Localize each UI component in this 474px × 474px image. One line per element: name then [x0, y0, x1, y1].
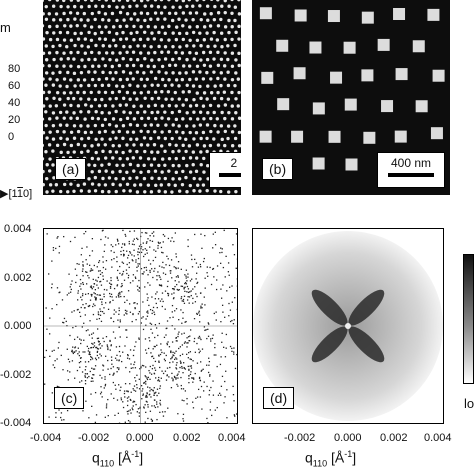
scale-bar-line — [388, 173, 434, 177]
x-axis-label-d: q110 [Å-1] — [305, 449, 357, 469]
x-tick: 0.004 — [424, 432, 452, 444]
y-tick: 0.004 — [4, 223, 32, 235]
scale-bar-a: 2 µm — [209, 152, 241, 188]
x-tick: 0.002 — [380, 432, 408, 444]
y-tick: -0.004 — [0, 417, 32, 429]
colorbar-label: lo — [464, 396, 474, 411]
colorbar — [463, 254, 474, 384]
scale-bar-line — [219, 173, 241, 177]
panel-b-afm-image: (b) 400 nm — [252, 0, 450, 195]
x-tick: 0.000 — [126, 432, 154, 444]
x-tick: 0.000 — [334, 432, 362, 444]
panel-c-label: (c) — [54, 387, 85, 409]
crystal-direction: ▶[110] — [0, 188, 33, 200]
x-tick: -0.002 — [78, 432, 110, 444]
scale-bar-b: 400 nm — [377, 152, 445, 188]
panel-c-scattering-map: (c) — [43, 228, 238, 424]
margin-tick: 80 — [8, 63, 21, 75]
x-tick: 0.002 — [173, 432, 201, 444]
panel-d-label: (d) — [263, 387, 295, 409]
y-tick: -0.002 — [0, 369, 32, 381]
margin-unit: m — [0, 20, 11, 35]
margin-tick: 0 — [8, 131, 15, 143]
margin-tick: 40 — [8, 97, 21, 109]
panel-a-afm-image: (a) 2 µm — [43, 0, 241, 195]
x-tick: -0.002 — [284, 432, 316, 444]
panel-a-label: (a) — [55, 158, 87, 180]
y-tick: 0.002 — [4, 272, 32, 284]
x-tick: -0.004 — [30, 432, 62, 444]
panel-b-label: (b) — [262, 158, 294, 180]
margin-tick: 60 — [8, 80, 21, 92]
x-tick: 0.004 — [218, 432, 246, 444]
y-tick: 0.000 — [4, 320, 32, 332]
panel-d-simulated-map: (d) — [252, 228, 444, 424]
margin-tick: 20 — [8, 114, 21, 126]
x-axis-label-c: q110 [Å-1] — [92, 449, 144, 469]
